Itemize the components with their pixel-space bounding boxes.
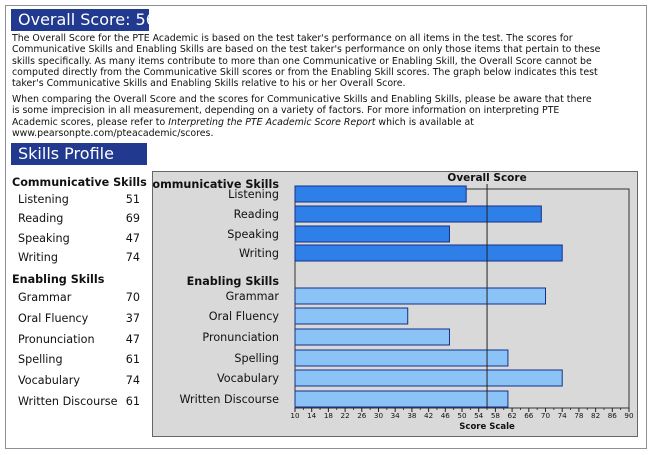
skill-label: Written Discourse (18, 395, 118, 408)
x-tick-label: 30 (374, 411, 384, 420)
communicative-skills-chart-heading: Communicative Skills (153, 178, 279, 191)
x-tick-label: 90 (624, 411, 634, 420)
score-row-listening: Listening 51 (18, 193, 148, 209)
skill-label: Listening (18, 193, 69, 206)
category-label-speaking: Speaking (227, 228, 279, 241)
x-tick-label: 46 (441, 411, 451, 420)
skill-score: 61 (125, 395, 140, 408)
x-tick-label: 82 (591, 411, 600, 420)
category-label-vocabulary: Vocabulary (217, 372, 279, 385)
category-label-grammar: Grammar (226, 290, 280, 303)
category-label-reading: Reading (234, 208, 279, 221)
x-tick-label: 58 (491, 411, 501, 420)
overall-score-line-label: Overall Score (447, 172, 526, 184)
x-tick-label: 34 (391, 411, 401, 420)
x-tick-label: 26 (357, 411, 367, 420)
skill-score: 70 (125, 291, 140, 304)
score-row-pronunciation: Pronunciation 47 (18, 333, 148, 349)
skill-label: Vocabulary (18, 374, 81, 387)
x-tick-label: 18 (324, 411, 334, 420)
skill-score: 47 (125, 333, 140, 346)
category-label-pronunciation: Pronunciation (202, 331, 279, 344)
x-tick-label: 14 (307, 411, 317, 420)
score-report-frame (5, 5, 647, 449)
category-label-oral-fluency: Oral Fluency (209, 310, 280, 323)
skill-score: 74 (125, 374, 140, 387)
category-label-spelling: Spelling (234, 352, 279, 365)
bar-reading (294, 205, 542, 223)
score-report-guide-title: Interpreting the PTE Academic Score Repo… (168, 116, 376, 128)
bar-spelling (294, 349, 509, 367)
x-tick-label: 38 (407, 411, 417, 420)
skills-profile-title: Skills Profile (11, 143, 147, 165)
bar-oral-fluency (294, 307, 409, 325)
bar-grammar (294, 287, 546, 305)
bar-pronunciation (294, 328, 450, 346)
bar-writing (294, 244, 563, 262)
overall-score-description: The Overall Score for the PTE Academic i… (12, 33, 601, 90)
score-row-oral-fluency: Oral Fluency 37 (18, 312, 148, 328)
bar-speaking (294, 225, 450, 243)
category-label-listening: Listening (228, 188, 279, 201)
enabling-skills-heading: Enabling Skills (12, 273, 105, 286)
score-row-speaking: Speaking 47 (18, 232, 148, 248)
skill-label: Writing (18, 251, 58, 264)
skill-score: 51 (125, 193, 140, 206)
skill-score: 61 (125, 353, 140, 366)
skill-label: Speaking (18, 232, 70, 245)
skill-score: 69 (125, 212, 140, 225)
bar-listening (294, 185, 467, 203)
x-tick-label: 10 (290, 411, 300, 420)
skill-label: Spelling (18, 353, 63, 366)
score-row-grammar: Grammar 70 (18, 291, 148, 307)
category-label-writing: Writing (239, 247, 279, 260)
x-tick-label: 86 (608, 411, 618, 420)
skill-label: Pronunciation (18, 333, 95, 346)
x-axis-label: Score Scale (459, 422, 515, 432)
communicative-skills-heading: Communicative Skills (12, 176, 147, 189)
skills-profile-chart: Communicative Skills Listening Reading Spea… (152, 171, 638, 437)
x-tick-label: 54 (474, 411, 484, 420)
x-tick-label: 62 (508, 411, 517, 420)
skill-score: 37 (125, 312, 140, 325)
x-tick-label: 66 (524, 411, 534, 420)
overall-score-title: Overall Score: 56 (11, 9, 156, 31)
enabling-skills-chart-heading: Enabling Skills (187, 275, 280, 288)
x-tick-label: 50 (457, 411, 467, 420)
score-comparison-text: When comparing the Overall Score and the… (12, 94, 592, 128)
score-row-reading: Reading 69 (18, 212, 148, 228)
score-comparison-note: When comparing the Overall Score and the… (12, 94, 602, 139)
skill-label: Oral Fluency (18, 312, 89, 325)
score-row-spelling: Spelling 61 (18, 353, 148, 369)
bar-written-discourse (294, 390, 509, 408)
skill-score: 74 (125, 251, 140, 264)
skill-score: 47 (125, 232, 140, 245)
score-row-writing: Writing 74 (18, 251, 148, 267)
category-label-written-discourse: Written Discourse (179, 393, 279, 406)
skill-label: Reading (18, 212, 64, 225)
x-tick-label: 74 (558, 411, 568, 420)
score-row-written-discourse: Written Discourse 61 (18, 395, 148, 411)
score-row-vocabulary: Vocabulary 74 (18, 374, 148, 390)
x-tick-label: 42 (424, 411, 433, 420)
x-tick-label: 22 (341, 411, 350, 420)
x-tick-label: 78 (574, 411, 584, 420)
x-tick-label: 70 (541, 411, 551, 420)
score-report-guide-location: which is available at www.pearsonpte.com… (12, 116, 474, 139)
skill-label: Grammar (18, 291, 72, 304)
bar-vocabulary (294, 369, 563, 387)
